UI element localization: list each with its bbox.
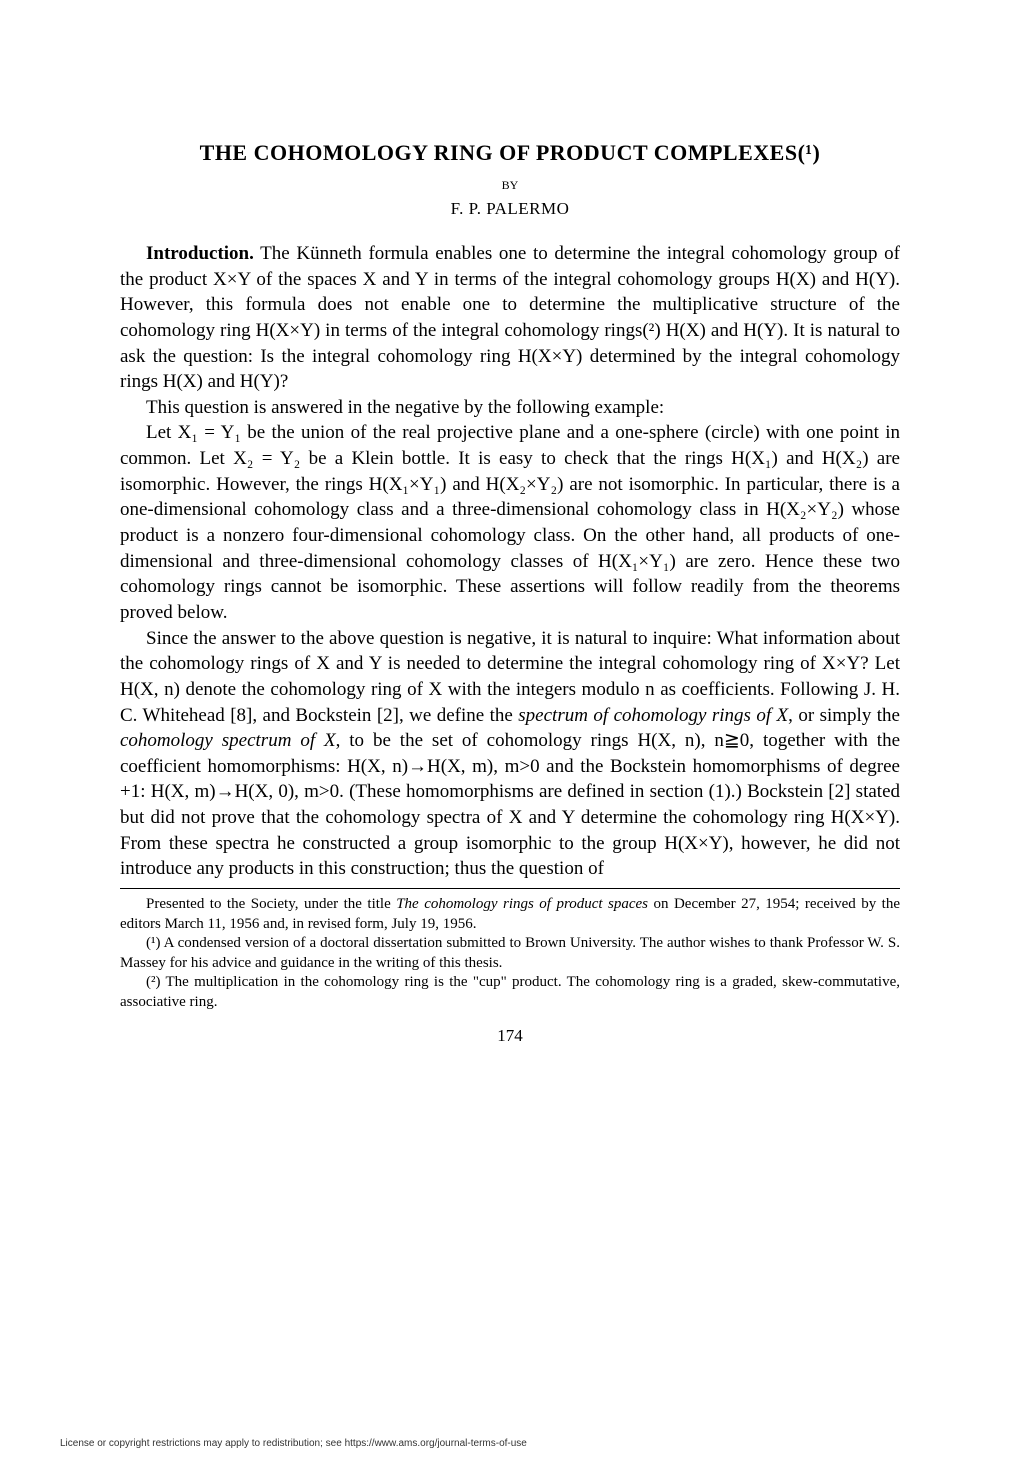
footnotes: Presented to the Society, under the titl… xyxy=(120,888,900,1012)
footnote-1a: Presented to the Society, under the titl… xyxy=(146,896,396,912)
paragraph-1-text: The Künneth formula enables one to deter… xyxy=(120,243,900,392)
paragraph-intro: Introduction. The Künneth formula enable… xyxy=(120,241,900,395)
by-label: BY xyxy=(120,178,900,193)
paragraph-4: Since the answer to the above question i… xyxy=(120,626,900,882)
intro-run-in: Introduction. xyxy=(146,243,254,264)
footnote-presented: Presented to the Society, under the titl… xyxy=(120,895,900,934)
paragraph-3: Let X₁ = Y₁ be the union of the real pro… xyxy=(120,420,900,625)
paragraph-4b: , or simply the xyxy=(788,705,900,726)
paragraph-2: This question is answered in the negativ… xyxy=(120,395,900,421)
footnote-1: (¹) A condensed version of a doctoral di… xyxy=(120,934,900,973)
body-text: Introduction. The Künneth formula enable… xyxy=(120,241,900,882)
page-number: 174 xyxy=(120,1026,900,1046)
paper-title: THE COHOMOLOGY RING OF PRODUCT COMPLEXES… xyxy=(120,140,900,166)
footnote-2: (²) The multiplication in the cohomology… xyxy=(120,973,900,1012)
term-spectrum-of-cohomology-rings: spectrum of cohomology rings of X xyxy=(518,705,788,726)
license-line: License or copyright restrictions may ap… xyxy=(60,1438,527,1449)
paper-page: THE COHOMOLOGY RING OF PRODUCT COMPLEXES… xyxy=(0,0,1020,1473)
author-name: F. P. PALERMO xyxy=(120,199,900,219)
paragraph-4c: , to be the set of cohomology rings H(X,… xyxy=(120,730,900,879)
term-cohomology-spectrum: cohomology spectrum of X xyxy=(120,730,336,751)
footnote-1-title: The cohomology rings of product spaces xyxy=(396,896,648,912)
